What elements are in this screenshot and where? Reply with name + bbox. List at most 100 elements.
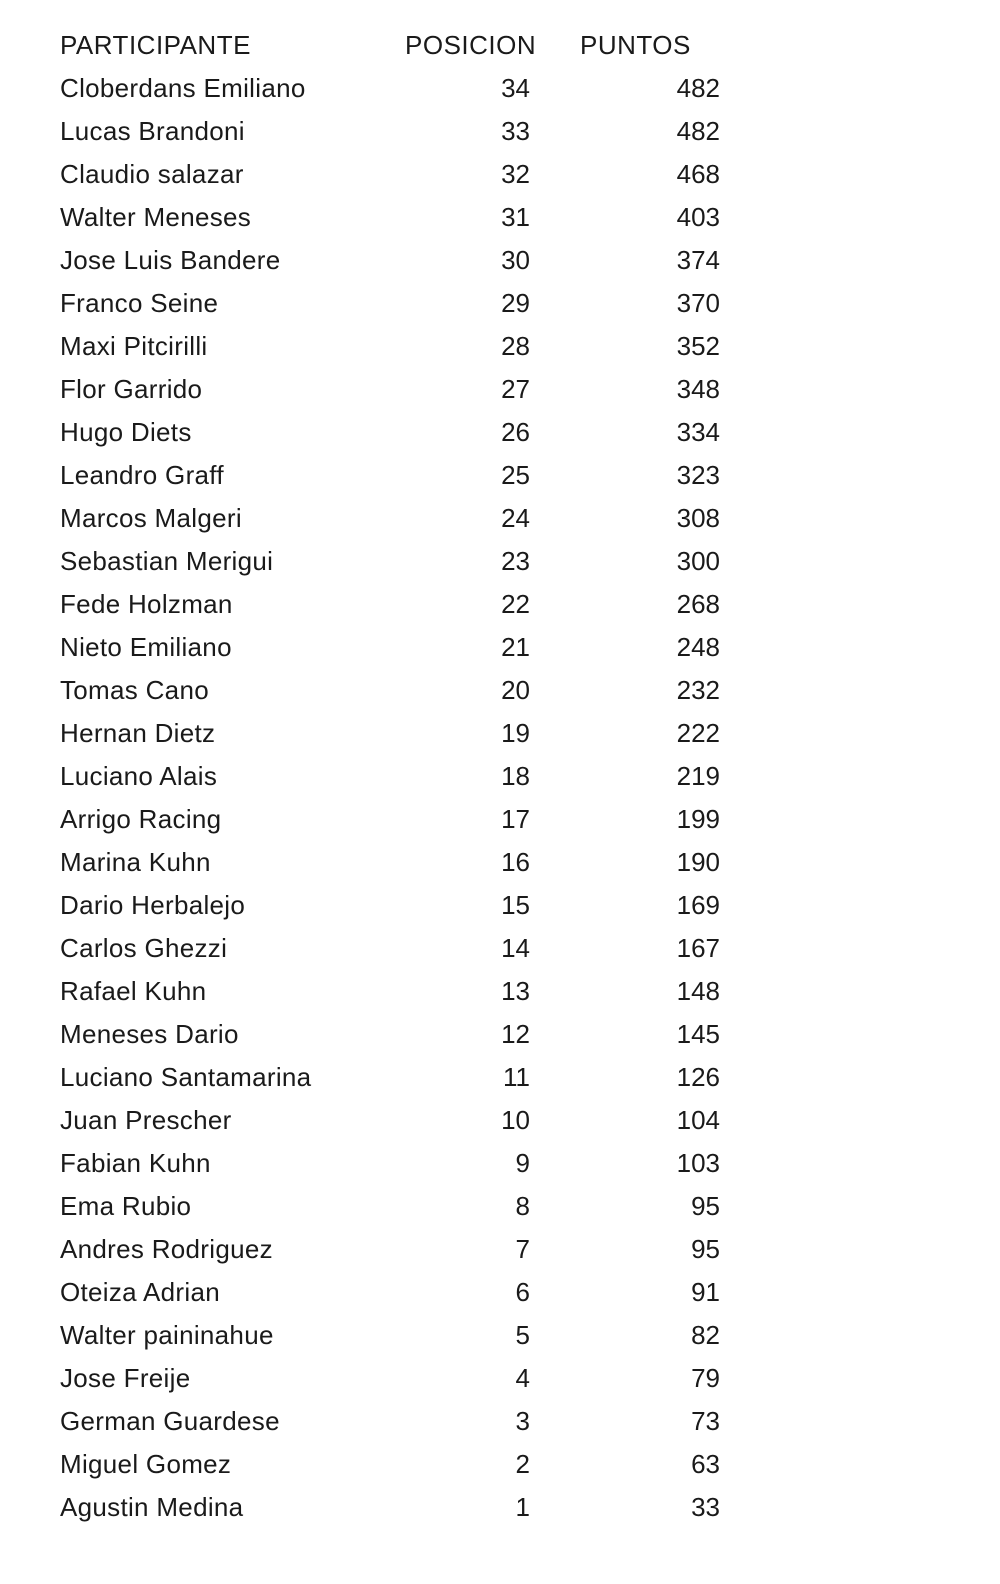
table-row: Fede Holzman22268 xyxy=(60,589,940,620)
cell-participante: Walter paininahue xyxy=(60,1320,390,1351)
cell-participante: German Guardese xyxy=(60,1406,390,1437)
table-row: Arrigo Racing17199 xyxy=(60,804,940,835)
cell-participante: Cloberdans Emiliano xyxy=(60,73,390,104)
cell-puntos: 63 xyxy=(550,1449,720,1480)
cell-posicion: 15 xyxy=(390,890,550,921)
cell-posicion: 34 xyxy=(390,73,550,104)
cell-puntos: 145 xyxy=(550,1019,720,1050)
header-participante: PARTICIPANTE xyxy=(60,30,390,61)
cell-puntos: 268 xyxy=(550,589,720,620)
cell-participante: Leandro Graff xyxy=(60,460,390,491)
cell-puntos: 169 xyxy=(550,890,720,921)
table-row: Hernan Dietz19222 xyxy=(60,718,940,749)
table-row: Walter Meneses31403 xyxy=(60,202,940,233)
cell-puntos: 95 xyxy=(550,1191,720,1222)
cell-puntos: 33 xyxy=(550,1492,720,1523)
cell-posicion: 18 xyxy=(390,761,550,792)
table-row: Jose Freije479 xyxy=(60,1363,940,1394)
cell-participante: Rafael Kuhn xyxy=(60,976,390,1007)
table-header-row: PARTICIPANTE POSICION PUNTOS xyxy=(60,30,940,61)
table-row: Juan Prescher10104 xyxy=(60,1105,940,1136)
cell-participante: Arrigo Racing xyxy=(60,804,390,835)
table-row: German Guardese373 xyxy=(60,1406,940,1437)
cell-participante: Maxi Pitcirilli xyxy=(60,331,390,362)
cell-participante: Oteiza Adrian xyxy=(60,1277,390,1308)
cell-posicion: 22 xyxy=(390,589,550,620)
table-row: Agustin Medina133 xyxy=(60,1492,940,1523)
cell-posicion: 21 xyxy=(390,632,550,663)
cell-posicion: 19 xyxy=(390,718,550,749)
standings-table: PARTICIPANTE POSICION PUNTOS Cloberdans … xyxy=(60,30,940,1523)
table-row: Carlos Ghezzi14167 xyxy=(60,933,940,964)
cell-puntos: 300 xyxy=(550,546,720,577)
cell-posicion: 10 xyxy=(390,1105,550,1136)
cell-puntos: 91 xyxy=(550,1277,720,1308)
table-row: Luciano Santamarina11126 xyxy=(60,1062,940,1093)
table-row: Cloberdans Emiliano34482 xyxy=(60,73,940,104)
cell-puntos: 95 xyxy=(550,1234,720,1265)
table-row: Lucas Brandoni33482 xyxy=(60,116,940,147)
cell-puntos: 73 xyxy=(550,1406,720,1437)
cell-puntos: 104 xyxy=(550,1105,720,1136)
cell-puntos: 348 xyxy=(550,374,720,405)
cell-puntos: 482 xyxy=(550,73,720,104)
cell-posicion: 8 xyxy=(390,1191,550,1222)
table-row: Miguel Gomez263 xyxy=(60,1449,940,1480)
header-posicion: POSICION xyxy=(390,30,550,61)
cell-participante: Jose Freije xyxy=(60,1363,390,1394)
cell-posicion: 32 xyxy=(390,159,550,190)
cell-posicion: 1 xyxy=(390,1492,550,1523)
cell-participante: Marina Kuhn xyxy=(60,847,390,878)
table-row: Claudio salazar32468 xyxy=(60,159,940,190)
cell-posicion: 13 xyxy=(390,976,550,1007)
cell-participante: Dario Herbalejo xyxy=(60,890,390,921)
cell-posicion: 12 xyxy=(390,1019,550,1050)
table-row: Franco Seine29370 xyxy=(60,288,940,319)
cell-participante: Ema Rubio xyxy=(60,1191,390,1222)
cell-puntos: 190 xyxy=(550,847,720,878)
table-row: Leandro Graff25323 xyxy=(60,460,940,491)
cell-puntos: 248 xyxy=(550,632,720,663)
table-row: Oteiza Adrian691 xyxy=(60,1277,940,1308)
cell-posicion: 3 xyxy=(390,1406,550,1437)
cell-posicion: 33 xyxy=(390,116,550,147)
table-row: Ema Rubio895 xyxy=(60,1191,940,1222)
cell-puntos: 482 xyxy=(550,116,720,147)
cell-participante: Meneses Dario xyxy=(60,1019,390,1050)
table-row: Rafael Kuhn13148 xyxy=(60,976,940,1007)
table-row: Flor Garrido27348 xyxy=(60,374,940,405)
cell-puntos: 79 xyxy=(550,1363,720,1394)
cell-participante: Hugo Diets xyxy=(60,417,390,448)
cell-posicion: 11 xyxy=(390,1062,550,1093)
table-row: Dario Herbalejo15169 xyxy=(60,890,940,921)
cell-puntos: 352 xyxy=(550,331,720,362)
cell-participante: Miguel Gomez xyxy=(60,1449,390,1480)
cell-puntos: 370 xyxy=(550,288,720,319)
cell-participante: Luciano Santamarina xyxy=(60,1062,390,1093)
table-row: Meneses Dario12145 xyxy=(60,1019,940,1050)
cell-participante: Claudio salazar xyxy=(60,159,390,190)
cell-posicion: 14 xyxy=(390,933,550,964)
table-row: Marina Kuhn16190 xyxy=(60,847,940,878)
cell-participante: Juan Prescher xyxy=(60,1105,390,1136)
cell-participante: Agustin Medina xyxy=(60,1492,390,1523)
cell-posicion: 28 xyxy=(390,331,550,362)
cell-participante: Andres Rodriguez xyxy=(60,1234,390,1265)
cell-participante: Fabian Kuhn xyxy=(60,1148,390,1179)
cell-participante: Carlos Ghezzi xyxy=(60,933,390,964)
cell-posicion: 7 xyxy=(390,1234,550,1265)
table-body: Cloberdans Emiliano34482Lucas Brandoni33… xyxy=(60,73,940,1523)
cell-posicion: 29 xyxy=(390,288,550,319)
table-row: Luciano Alais18219 xyxy=(60,761,940,792)
cell-puntos: 374 xyxy=(550,245,720,276)
cell-posicion: 20 xyxy=(390,675,550,706)
cell-participante: Marcos Malgeri xyxy=(60,503,390,534)
cell-participante: Walter Meneses xyxy=(60,202,390,233)
table-row: Jose Luis Bandere30374 xyxy=(60,245,940,276)
cell-participante: Franco Seine xyxy=(60,288,390,319)
cell-participante: Hernan Dietz xyxy=(60,718,390,749)
cell-puntos: 403 xyxy=(550,202,720,233)
cell-posicion: 23 xyxy=(390,546,550,577)
table-row: Fabian Kuhn9103 xyxy=(60,1148,940,1179)
cell-participante: Flor Garrido xyxy=(60,374,390,405)
